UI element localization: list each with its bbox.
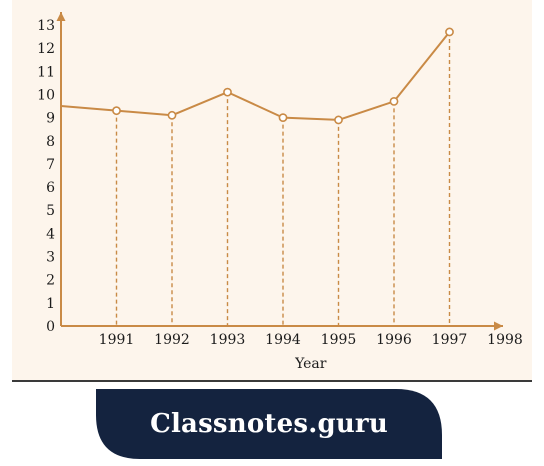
- data-point: [389, 97, 399, 106]
- banner-shape: [96, 389, 442, 459]
- y-tick-label: 6: [46, 180, 55, 196]
- data-point: [112, 106, 121, 116]
- series-layer: [60, 27, 454, 125]
- chart-panel: 0 1 2 3 4 5 6 7 8 9 10 11 12 13 1991 1992 1993 1994 1995 1…: [12, 0, 532, 382]
- y-tick-label: 9: [46, 111, 55, 127]
- data-point: [223, 87, 232, 97]
- y-tick-label: 1: [46, 296, 55, 312]
- x-tick-labels: 1991 1992 1993 1994 1995 1996 1997 1998: [99, 332, 523, 348]
- y-axis-arrow: [56, 12, 66, 21]
- brand-name: Classnotes.guru: [150, 409, 388, 439]
- y-tick-label: 5: [46, 203, 55, 219]
- x-axis-arrow: [494, 321, 503, 331]
- series-line: [60, 31, 451, 121]
- x-tick-label: 1991: [99, 332, 135, 348]
- y-tick-label: 7: [46, 157, 55, 173]
- brand-banner: Classnotes.guru: [96, 389, 442, 459]
- y-tick-label: 12: [37, 41, 55, 57]
- x-tick-label: 1998: [487, 332, 523, 348]
- axes: [56, 12, 503, 331]
- y-tick-label: 2: [46, 273, 55, 289]
- x-tick-label: 1993: [210, 332, 246, 348]
- y-tick-label: 0: [46, 319, 55, 335]
- data-point: [334, 115, 343, 125]
- data-point: [445, 27, 454, 37]
- y-tick-label: 11: [37, 64, 55, 80]
- y-tick-label: 8: [46, 134, 55, 150]
- y-tick-label: 10: [37, 87, 55, 103]
- data-point: [278, 113, 288, 123]
- x-tick-label: 1994: [265, 332, 301, 348]
- x-tick-label: 1992: [154, 332, 190, 348]
- y-tick-label: 3: [46, 250, 55, 266]
- y-tick-label: 4: [46, 226, 55, 242]
- x-tick-label: 1996: [376, 332, 412, 348]
- data-point: [167, 110, 177, 120]
- x-axis-title: Year: [294, 356, 327, 372]
- x-tick-label: 1997: [432, 332, 468, 348]
- drop-lines: [115, 31, 451, 326]
- x-tick-label: 1995: [321, 332, 357, 348]
- y-tick-label: 13: [37, 18, 55, 34]
